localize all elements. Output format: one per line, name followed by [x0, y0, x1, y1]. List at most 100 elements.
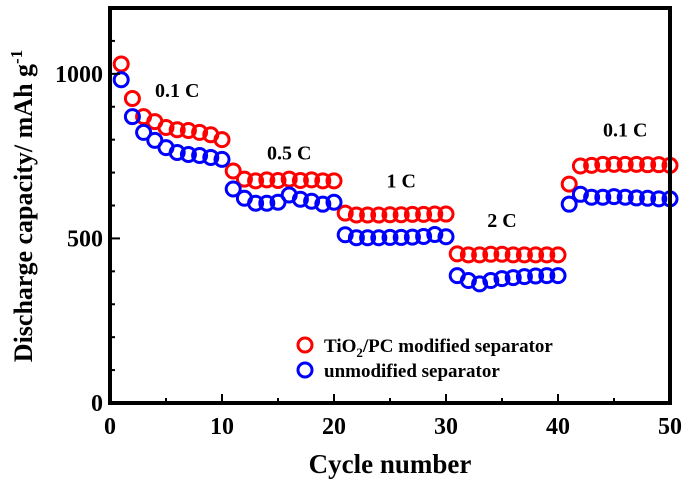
- rate-label: 0.1 C: [155, 80, 199, 102]
- x-tick-label: 0: [104, 414, 116, 440]
- point-modified: [303, 171, 321, 189]
- point-modified: [235, 170, 253, 188]
- y-axis-label: Discharge capacity/ mAh g-1: [7, 50, 38, 362]
- point-unmodified: [213, 150, 231, 168]
- point-modified: [426, 205, 444, 223]
- legend-marker-unmodified: [296, 361, 314, 379]
- y-tick-label: 1000: [55, 62, 103, 88]
- point-modified: [112, 55, 130, 73]
- x-axis-label: Cycle number: [309, 449, 472, 479]
- point-modified: [471, 246, 489, 264]
- y-tick-label: 500: [67, 226, 103, 252]
- point-unmodified: [314, 195, 332, 213]
- point-modified: [381, 206, 399, 224]
- point-unmodified: [370, 229, 388, 247]
- point-unmodified: [560, 195, 578, 213]
- point-unmodified: [291, 190, 309, 208]
- point-unmodified: [583, 188, 601, 206]
- point-modified: [437, 205, 455, 223]
- point-modified: [650, 156, 668, 174]
- point-unmodified: [224, 180, 242, 198]
- point-modified: [415, 205, 433, 223]
- x-tick-label: 40: [546, 414, 570, 440]
- y-axis-label-sup: -1: [7, 50, 26, 64]
- point-modified: [560, 175, 578, 193]
- point-unmodified: [493, 270, 511, 288]
- legend: TiO2/PC modified separator unmodified se…: [296, 336, 553, 382]
- point-modified: [616, 155, 634, 173]
- y-axis-label-main: Discharge capacity/ mAh g: [9, 64, 38, 362]
- point-unmodified: [639, 189, 657, 207]
- point-unmodified: [202, 148, 220, 166]
- point-unmodified: [112, 71, 130, 89]
- point-modified: [515, 246, 533, 264]
- point-unmodified: [504, 269, 522, 287]
- point-unmodified: [538, 267, 556, 285]
- point-modified: [258, 171, 276, 189]
- legend-label-modified: TiO2/PC modified separator: [324, 336, 553, 360]
- point-modified: [291, 171, 309, 189]
- point-modified: [627, 155, 645, 173]
- legend-marker-modified: [296, 336, 314, 354]
- point-unmodified: [325, 193, 343, 211]
- point-modified: [224, 162, 242, 180]
- point-unmodified: [336, 226, 354, 244]
- point-unmodified: [482, 272, 500, 290]
- legend-label-modified-sub: 2: [356, 345, 363, 360]
- annotations: 0.1 C 0.5 C 1 C 2 C 0.1 C: [155, 80, 647, 232]
- point-unmodified: [191, 146, 209, 164]
- point-modified: [639, 156, 657, 174]
- point-unmodified: [627, 189, 645, 207]
- point-unmodified: [571, 185, 589, 203]
- x-tick-label: 20: [322, 414, 346, 440]
- legend-label-unmodified: unmodified separator: [324, 361, 500, 382]
- point-modified: [459, 246, 477, 264]
- point-modified: [605, 155, 623, 173]
- data-points: [112, 55, 679, 293]
- x-tick-label: 30: [434, 414, 458, 440]
- legend-label-modified-part2: /PC modified separator: [362, 336, 554, 357]
- point-unmodified: [123, 108, 141, 126]
- point-unmodified: [135, 123, 153, 141]
- point-modified: [538, 246, 556, 264]
- rate-label: 0.5 C: [267, 142, 311, 164]
- x-tick-label: 10: [210, 414, 234, 440]
- point-unmodified: [359, 229, 377, 247]
- point-unmodified: [303, 192, 321, 210]
- point-modified: [583, 156, 601, 174]
- point-modified: [359, 206, 377, 224]
- point-unmodified: [168, 144, 186, 162]
- point-unmodified: [459, 272, 477, 290]
- point-unmodified: [515, 268, 533, 286]
- point-modified: [482, 245, 500, 263]
- point-modified: [179, 121, 197, 139]
- point-unmodified: [179, 145, 197, 163]
- point-modified: [448, 245, 466, 263]
- point-unmodified: [437, 228, 455, 246]
- point-unmodified: [426, 225, 444, 243]
- point-modified: [336, 204, 354, 222]
- point-modified: [123, 90, 141, 108]
- point-modified: [594, 155, 612, 173]
- point-modified: [269, 171, 287, 189]
- rate-label: 1 C: [386, 170, 415, 192]
- point-unmodified: [247, 194, 265, 212]
- point-unmodified: [549, 267, 567, 285]
- point-modified: [280, 170, 298, 188]
- point-modified: [504, 246, 522, 264]
- point-modified: [325, 172, 343, 190]
- point-modified: [403, 205, 421, 223]
- x-tick-label: 50: [658, 414, 682, 440]
- point-modified: [392, 206, 410, 224]
- rate-label: 0.1 C: [603, 119, 647, 141]
- point-modified: [370, 206, 388, 224]
- point-unmodified: [381, 228, 399, 246]
- legend-label-modified-part1: TiO: [324, 336, 356, 357]
- point-unmodified: [594, 188, 612, 206]
- point-unmodified: [392, 228, 410, 246]
- y-tick-label: 0: [91, 391, 103, 417]
- point-unmodified: [616, 188, 634, 206]
- point-modified: [571, 157, 589, 175]
